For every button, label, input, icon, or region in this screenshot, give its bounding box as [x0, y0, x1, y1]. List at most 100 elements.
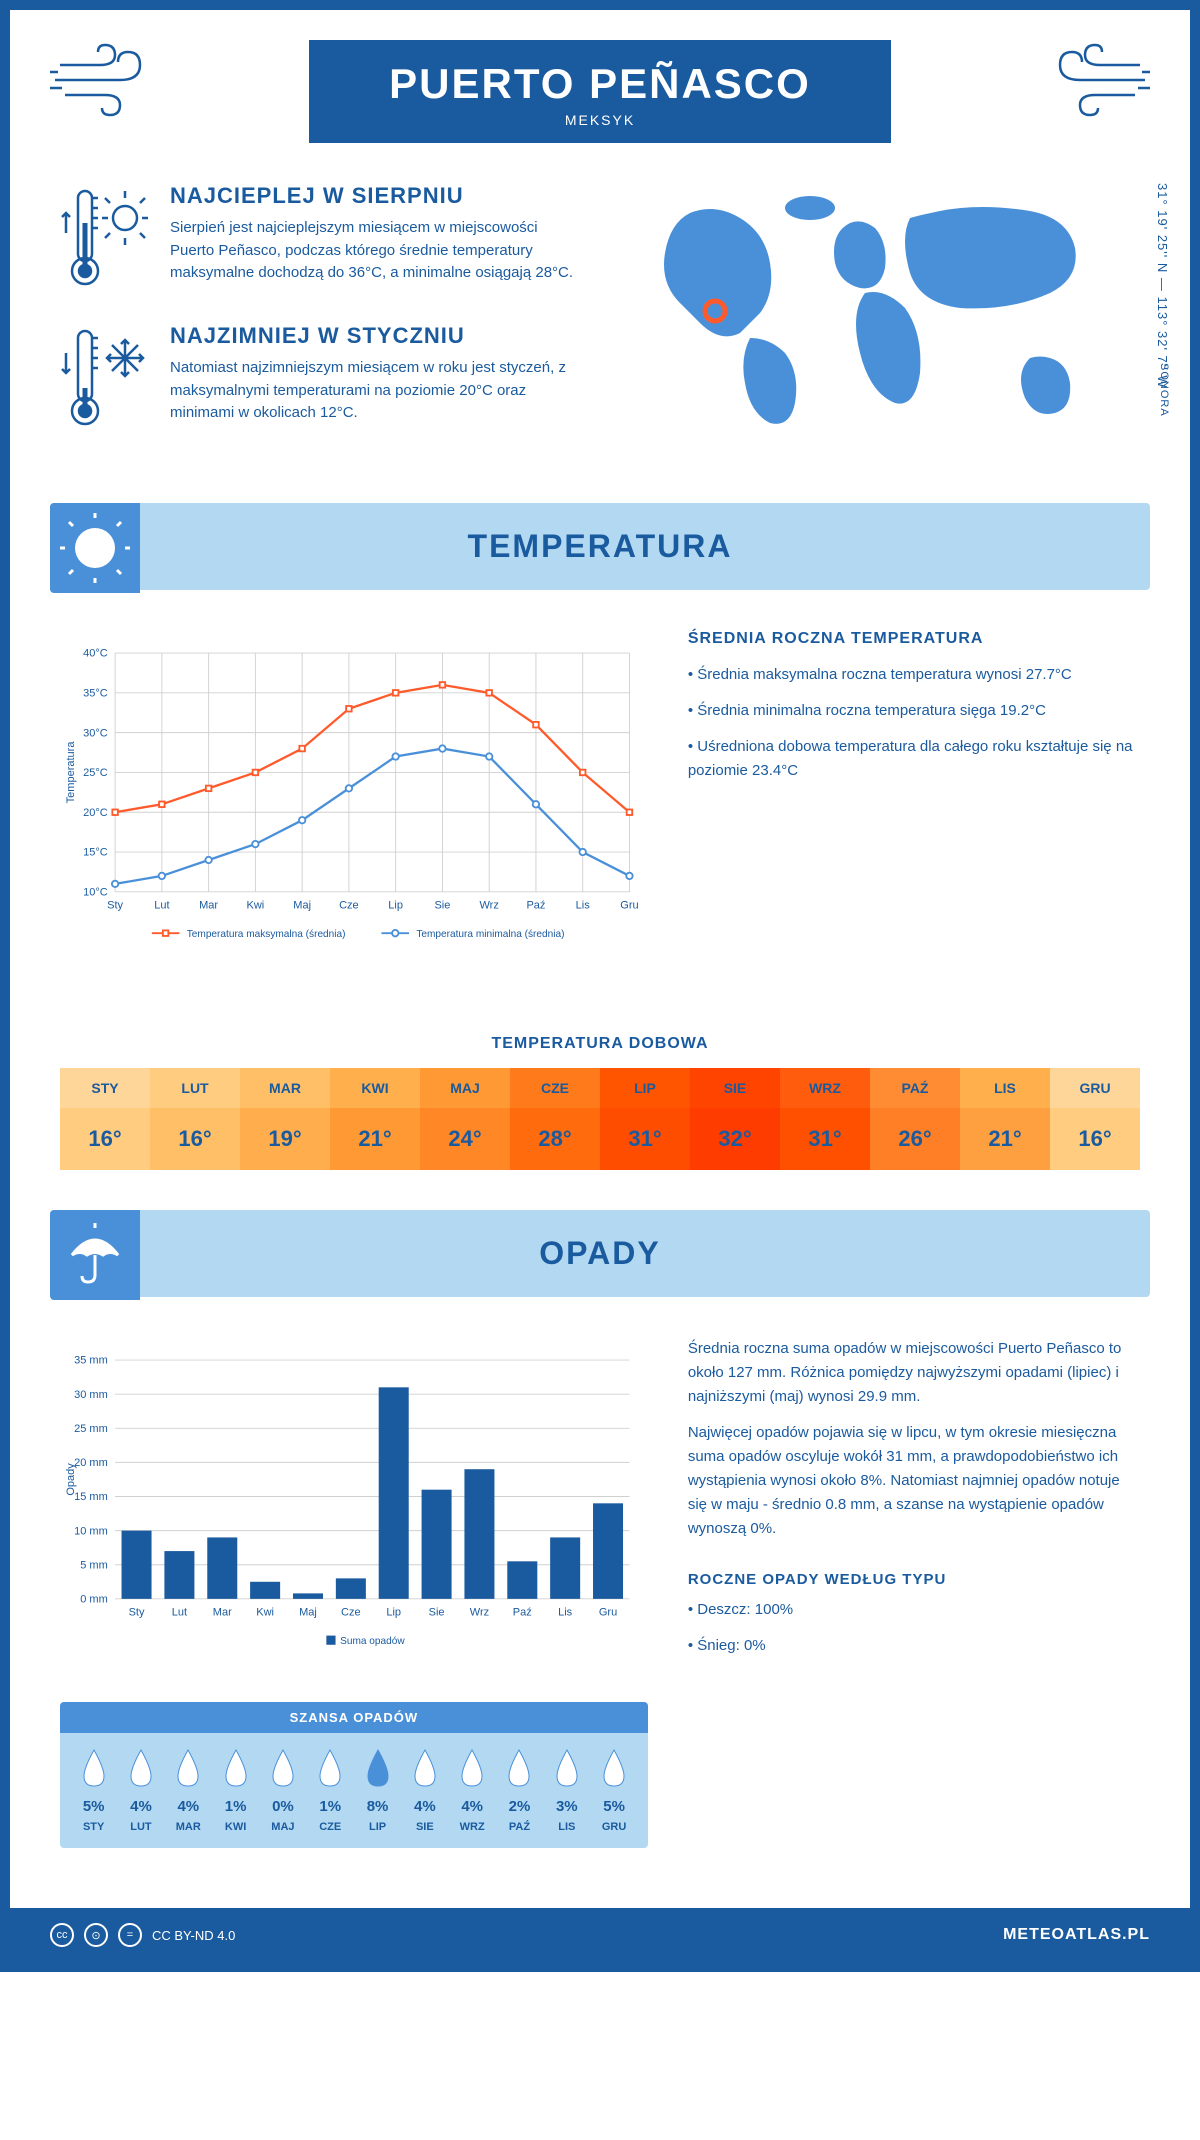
chance-value: 3% — [543, 1798, 590, 1815]
svg-text:20 mm: 20 mm — [74, 1457, 108, 1469]
chance-value: 4% — [401, 1798, 448, 1815]
svg-text:Opady: Opady — [65, 1463, 77, 1496]
daily-cell: STY16° — [60, 1068, 150, 1170]
chance-title: SZANSA OPADÓW — [60, 1702, 648, 1733]
svg-text:Lip: Lip — [388, 899, 403, 911]
chance-body: 5%STY4%LUT4%MAR1%KWI0%MAJ1%CZE8%LIP4%SIE… — [60, 1733, 648, 1848]
avg-temp-title: ŚREDNIA ROCZNA TEMPERATURA — [688, 630, 1140, 648]
chance-cell: 4%LUT — [117, 1748, 164, 1833]
daily-temp-value: 24° — [420, 1108, 510, 1170]
wind-icon-left — [50, 40, 170, 120]
svg-text:Temperatura: Temperatura — [65, 741, 77, 804]
svg-text:Lis: Lis — [576, 899, 591, 911]
svg-text:Lut: Lut — [154, 899, 169, 911]
svg-text:Maj: Maj — [299, 1606, 317, 1618]
chance-cell: 1%CZE — [307, 1748, 354, 1833]
svg-text:10°C: 10°C — [83, 887, 108, 899]
svg-text:Cze: Cze — [339, 899, 359, 911]
chance-month: STY — [70, 1821, 117, 1833]
daily-cell: CZE28° — [510, 1068, 600, 1170]
temperature-content: 10°C15°C20°C25°C30°C35°C40°CStyLutMarKwi… — [10, 590, 1190, 1015]
umbrella-icon — [50, 1210, 140, 1300]
avg-max-text: • Średnia maksymalna roczna temperatura … — [688, 663, 1140, 687]
chance-month: GRU — [590, 1821, 637, 1833]
coldest-title: NAJZIMNIEJ W STYCZNIU — [170, 323, 580, 349]
header-banner: PUERTO PEÑASCO MEKSYK — [309, 40, 891, 143]
raindrop-icon — [78, 1748, 110, 1788]
temperature-text-area: ŚREDNIA ROCZNA TEMPERATURA • Średnia mak… — [688, 630, 1140, 975]
chance-value: 4% — [117, 1798, 164, 1815]
precipitation-chart-area: 0 mm5 mm10 mm15 mm20 mm25 mm30 mm35 mmSt… — [60, 1337, 648, 1848]
daily-temp-value: 21° — [960, 1108, 1050, 1170]
daily-temp-value: 16° — [150, 1108, 240, 1170]
world-map — [620, 183, 1140, 443]
svg-text:Mar: Mar — [199, 899, 218, 911]
svg-text:30°C: 30°C — [83, 727, 108, 739]
chance-cell: 5% STY — [70, 1748, 117, 1833]
license-text: CC BY-ND 4.0 — [152, 1928, 235, 1943]
svg-text:15°C: 15°C — [83, 847, 108, 859]
precip-type-title: ROCZNE OPADY WEDŁUG TYPU — [688, 1571, 1140, 1588]
header: PUERTO PEÑASCO MEKSYK — [10, 10, 1190, 163]
svg-text:30 mm: 30 mm — [74, 1389, 108, 1401]
chance-value: 5% — [590, 1798, 637, 1815]
svg-text:Sty: Sty — [129, 1606, 145, 1618]
daily-cell: MAJ24° — [420, 1068, 510, 1170]
daily-temp-value: 16° — [1050, 1108, 1140, 1170]
daily-month-label: KWI — [330, 1068, 420, 1108]
footer-license: cc ⊙ = CC BY-ND 4.0 — [50, 1923, 235, 1947]
daily-month-label: LUT — [150, 1068, 240, 1108]
daily-cell: KWI21° — [330, 1068, 420, 1170]
svg-text:Maj: Maj — [293, 899, 311, 911]
svg-text:Sie: Sie — [434, 899, 450, 911]
daily-month-label: MAJ — [420, 1068, 510, 1108]
precipitation-title: OPADY — [50, 1235, 1150, 1272]
daily-temp-table: STY16°LUT16°MAR19°KWI21°MAJ24°CZE28°LIP3… — [60, 1068, 1140, 1170]
daily-cell: MAR19° — [240, 1068, 330, 1170]
svg-text:20°C: 20°C — [83, 807, 108, 819]
chance-cell: 0%MAJ — [259, 1748, 306, 1833]
raindrop-icon — [551, 1748, 583, 1788]
daily-cell: PAŹ26° — [870, 1068, 960, 1170]
svg-text:Kwi: Kwi — [256, 1606, 274, 1618]
coldest-text: NAJZIMNIEJ W STYCZNIU Natomiast najzimni… — [170, 323, 580, 433]
coldest-description: Natomiast najzimniejszym miesiącem w rok… — [170, 357, 580, 425]
svg-text:5 mm: 5 mm — [80, 1559, 108, 1571]
chance-month: CZE — [307, 1821, 354, 1833]
svg-text:15 mm: 15 mm — [74, 1491, 108, 1503]
svg-text:35 mm: 35 mm — [74, 1355, 108, 1367]
temperature-chart-area: 10°C15°C20°C25°C30°C35°C40°CStyLutMarKwi… — [60, 630, 648, 975]
precipitation-content: 0 mm5 mm10 mm15 mm20 mm25 mm30 mm35 mmSt… — [10, 1297, 1190, 1868]
page-container: PUERTO PEÑASCO MEKSYK — [0, 0, 1200, 1972]
svg-text:Lut: Lut — [172, 1606, 187, 1618]
chance-month: LIS — [543, 1821, 590, 1833]
chance-month: SIE — [401, 1821, 448, 1833]
svg-text:Kwi: Kwi — [247, 899, 265, 911]
daily-month-label: LIS — [960, 1068, 1050, 1108]
svg-text:Temperatura maksymalna (średni: Temperatura maksymalna (średnia) — [187, 929, 346, 940]
precip-type-block: ROCZNE OPADY WEDŁUG TYPU • Deszcz: 100% … — [688, 1571, 1140, 1658]
svg-text:25°C: 25°C — [83, 767, 108, 779]
daily-temp-value: 16° — [60, 1108, 150, 1170]
map-column: 31° 19' 25'' N — 113° 32' 7'' W SONORA — [620, 183, 1140, 463]
warmest-title: NAJCIEPLEJ W SIERPNIU — [170, 183, 580, 209]
chance-value: 1% — [212, 1798, 259, 1815]
daily-cell: LIP31° — [600, 1068, 690, 1170]
chance-cell: 1%KWI — [212, 1748, 259, 1833]
chance-month: MAR — [165, 1821, 212, 1833]
precip-text-2: Najwięcej opadów pojawia się w lipcu, w … — [688, 1421, 1140, 1541]
daily-month-label: MAR — [240, 1068, 330, 1108]
chance-cell: 8%LIP — [354, 1748, 401, 1833]
daily-temp-value: 31° — [600, 1108, 690, 1170]
precipitation-text-area: Średnia roczna suma opadów w miejscowośc… — [688, 1337, 1140, 1848]
footer: cc ⊙ = CC BY-ND 4.0 METEOATLAS.PL — [10, 1908, 1190, 1962]
chance-cell: 3% LIS — [543, 1748, 590, 1833]
coldest-block: NAJZIMNIEJ W STYCZNIU Natomiast najzimni… — [60, 323, 580, 433]
precip-text-1: Średnia roczna suma opadów w miejscowośc… — [688, 1337, 1140, 1409]
chance-value: 2% — [496, 1798, 543, 1815]
daily-month-label: GRU — [1050, 1068, 1140, 1108]
svg-text:Suma opadów: Suma opadów — [340, 1636, 405, 1647]
raindrop-icon — [456, 1748, 488, 1788]
daily-temp-value: 32° — [690, 1108, 780, 1170]
chance-value: 5% — [70, 1798, 117, 1815]
